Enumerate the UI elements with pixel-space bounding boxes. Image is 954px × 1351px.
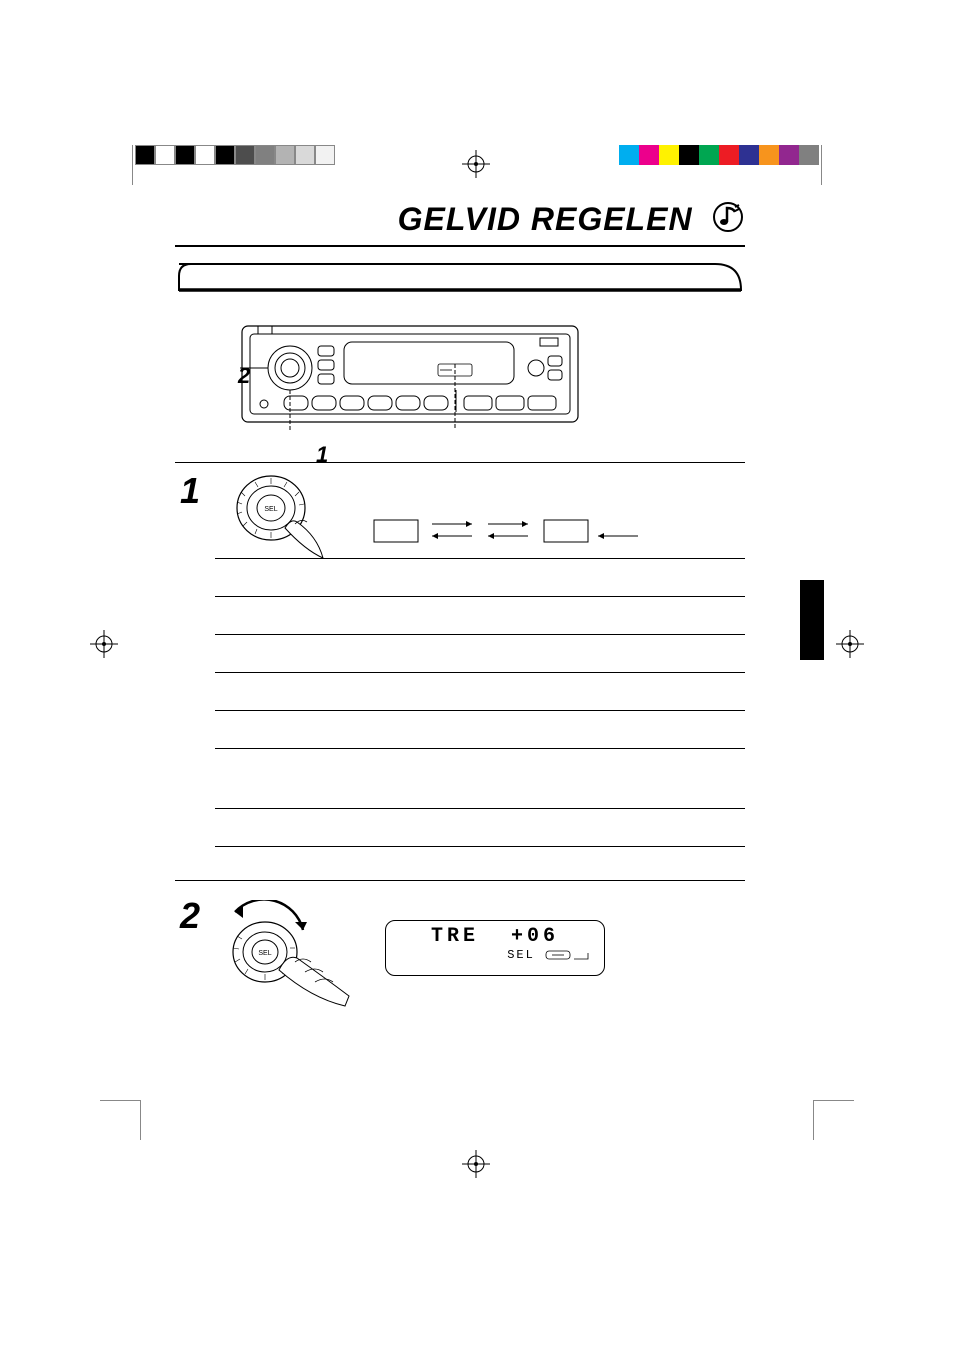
lcd-mode: TRE <box>431 925 479 948</box>
table-row <box>215 749 745 809</box>
table-row <box>215 711 745 749</box>
registration-bar-right <box>619 145 819 165</box>
knob-rotate-illustration: SEL <box>215 900 355 1015</box>
registration-bar-left <box>135 145 335 165</box>
lcd-display: TRE +06 SEL <box>385 920 605 976</box>
crop-mark <box>140 1100 141 1140</box>
registration-crosshair-icon <box>836 630 864 663</box>
table-row <box>215 635 745 673</box>
step-2-number: 2 <box>180 895 200 937</box>
mode-cycle-diagram <box>370 510 670 555</box>
knob-press-illustration: SEL <box>225 472 335 567</box>
page-title: GELVID REGELEN <box>398 201 693 238</box>
lcd-indicator: SEL <box>507 948 535 962</box>
registration-crosshair-icon <box>90 630 118 663</box>
crop-mark <box>814 1100 854 1101</box>
settings-table <box>215 558 745 847</box>
step-1-number: 1 <box>180 470 200 512</box>
registration-crosshair-icon <box>462 1150 490 1183</box>
callout-label-1: 1 <box>316 442 328 468</box>
car-radio-diagram <box>240 320 620 435</box>
callout-label-2: 2 <box>238 363 250 389</box>
horizontal-rule <box>175 880 745 881</box>
svg-text:SEL: SEL <box>258 950 271 957</box>
crop-mark <box>100 1100 140 1101</box>
table-row <box>215 673 745 711</box>
section-tab-bar <box>175 260 745 290</box>
crop-mark <box>821 145 822 185</box>
horizontal-rule <box>175 462 745 463</box>
table-row <box>215 559 745 597</box>
thumb-index-tab <box>800 580 824 660</box>
registration-crosshair-icon <box>462 150 490 183</box>
crop-mark <box>132 145 133 185</box>
lcd-value: +06 <box>511 925 559 948</box>
crop-mark <box>813 1100 814 1140</box>
lcd-line-1: TRE +06 <box>400 925 590 948</box>
table-row <box>215 809 745 847</box>
lcd-line-2: SEL <box>400 948 590 962</box>
table-row <box>215 597 745 635</box>
knob-label: SEL <box>264 506 277 513</box>
page-heading: GELVID REGELEN <box>175 200 745 247</box>
music-note-icon <box>711 200 745 239</box>
